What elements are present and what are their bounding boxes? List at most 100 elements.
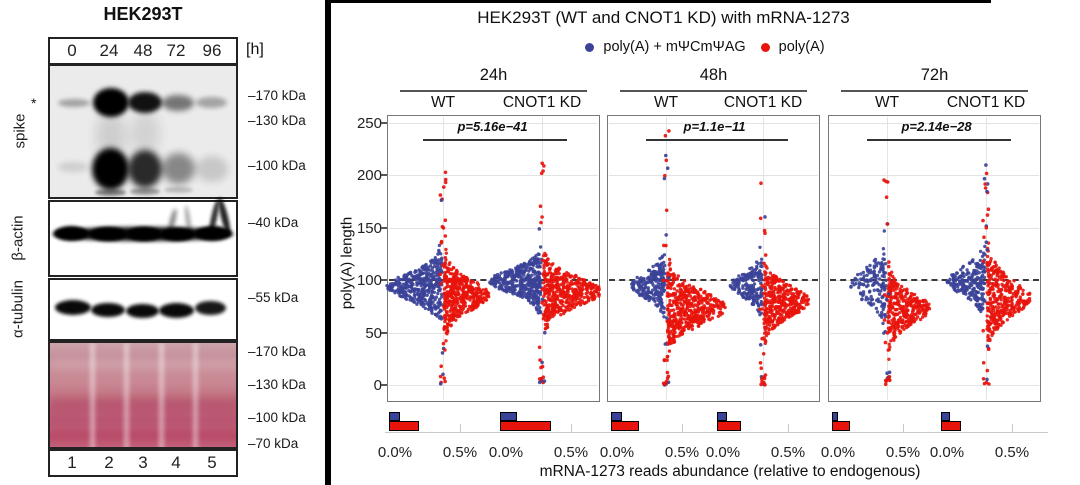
bar-tick-label-0: 0.0% bbox=[377, 444, 413, 461]
y-tick-mark bbox=[381, 331, 387, 334]
kda-marker: –130 kDa bbox=[248, 377, 306, 392]
v-gridline bbox=[986, 117, 987, 400]
ponceau-lane-streak bbox=[90, 343, 95, 447]
kda-marker: –170 kDa bbox=[248, 88, 306, 103]
bar-tick-label-0: 0.0% bbox=[488, 444, 524, 461]
bar-tick-label-05: 0.5% bbox=[770, 444, 806, 461]
group-label-wt: WT bbox=[874, 94, 900, 111]
blot-band bbox=[95, 189, 126, 196]
lane-number-box bbox=[48, 449, 238, 477]
blot-band bbox=[127, 227, 161, 241]
kda-marker: –170 kDa bbox=[248, 344, 306, 359]
abundance-bar-red bbox=[611, 421, 640, 431]
time-label: 72 bbox=[166, 41, 186, 60]
lane-number: 3 bbox=[138, 453, 148, 472]
h-gridline bbox=[830, 332, 1039, 334]
timepoint-header: 48h bbox=[699, 66, 728, 84]
blot-band bbox=[93, 88, 129, 117]
abundance-bar-blue bbox=[941, 412, 950, 421]
h-gridline bbox=[389, 332, 598, 334]
blot-band bbox=[195, 226, 231, 241]
lane-number: 1 bbox=[67, 453, 77, 472]
kda-marker: –70 kDa bbox=[248, 436, 299, 451]
bar-tick-label-05: 0.5% bbox=[553, 444, 589, 461]
group-label-kd: CNOT1 KD bbox=[946, 94, 1026, 111]
blot-band bbox=[128, 92, 162, 113]
chart-title: HEK293T (WT and CNOT1 KD) with mRNA-1273 bbox=[477, 8, 850, 27]
time-label: 24 bbox=[99, 41, 119, 60]
bar-tick-label-05: 0.5% bbox=[994, 444, 1030, 461]
spike-row-label: spike bbox=[11, 113, 29, 149]
bar-axis-tick bbox=[460, 424, 461, 432]
blot-band bbox=[92, 148, 129, 190]
group-label-wt: WT bbox=[430, 94, 456, 111]
blot-band bbox=[90, 227, 126, 241]
h-gridline bbox=[609, 385, 818, 386]
p-value-label: p=5.16e−41 bbox=[457, 119, 528, 134]
blot-band bbox=[58, 162, 88, 172]
v-gridline bbox=[666, 117, 667, 400]
bar-axis-tick bbox=[903, 424, 904, 432]
timepoint-underline bbox=[841, 90, 1028, 92]
blot-band bbox=[195, 301, 226, 315]
h-gridline bbox=[389, 385, 598, 386]
reference-line-100 bbox=[609, 279, 818, 282]
panel-divider bbox=[325, 0, 331, 485]
h-gridline bbox=[830, 385, 1039, 386]
p-value-line bbox=[646, 139, 788, 141]
lane-number: 5 bbox=[207, 453, 217, 472]
p-value-label: p=1.1e−11 bbox=[683, 119, 746, 134]
p-value-line bbox=[867, 139, 1011, 141]
h-gridline bbox=[389, 227, 598, 229]
abundance-bar-red bbox=[717, 421, 742, 431]
ponceau-stain-box bbox=[48, 341, 238, 449]
ponceau-lane-streak bbox=[124, 343, 129, 447]
ponceau-lane-streak bbox=[159, 343, 164, 447]
abundance-bar-blue bbox=[717, 412, 727, 421]
blot-band bbox=[91, 303, 125, 317]
ponceau-band bbox=[50, 397, 236, 411]
blot-title: HEK293T bbox=[103, 4, 183, 24]
ponceau-lane-streak bbox=[193, 343, 198, 447]
group-label-wt: WT bbox=[653, 94, 679, 111]
blot-band bbox=[159, 303, 194, 318]
legend-label-polya: poly(A) bbox=[778, 39, 825, 55]
blot-band bbox=[196, 97, 227, 108]
bar-tick-label-05: 0.5% bbox=[885, 444, 921, 461]
abundance-bar-red bbox=[941, 421, 961, 431]
bar-axis-tick bbox=[682, 424, 683, 432]
kda-marker: –100 kDa bbox=[248, 410, 306, 425]
lane-number: 4 bbox=[171, 453, 181, 472]
blot-band bbox=[58, 99, 90, 107]
bar-tick-label-0: 0.0% bbox=[705, 444, 741, 461]
blot-band bbox=[164, 187, 193, 193]
v-gridline bbox=[443, 117, 444, 400]
h-gridline bbox=[609, 227, 818, 229]
timepoint-underline bbox=[400, 90, 587, 92]
ponceau-band bbox=[50, 360, 236, 368]
abundance-bar-blue bbox=[389, 412, 401, 421]
abundance-bar-blue bbox=[611, 412, 623, 421]
kda-marker: –40 kDa bbox=[248, 215, 299, 230]
abundance-bar-red bbox=[832, 421, 851, 431]
h-gridline bbox=[389, 123, 598, 124]
y-tick-mark bbox=[381, 384, 387, 386]
bar-axis-tick bbox=[571, 424, 572, 432]
blot-band bbox=[130, 112, 160, 155]
y-tick-label: 0 bbox=[373, 377, 382, 394]
kda-marker: –130 kDa bbox=[248, 113, 306, 128]
y-tick-mark bbox=[381, 279, 387, 282]
bar-axis-tick bbox=[1012, 424, 1013, 432]
group-label-kd: CNOT1 KD bbox=[723, 94, 803, 111]
legend-dot-polya bbox=[760, 42, 770, 52]
bar-tick-label-05: 0.5% bbox=[664, 444, 700, 461]
bar-tick-label-05: 0.5% bbox=[442, 444, 478, 461]
bar-tick-label-0: 0.0% bbox=[929, 444, 965, 461]
spike-asterisk: * bbox=[31, 95, 37, 111]
timepoint-underline bbox=[620, 90, 807, 92]
abundance-bar-blue bbox=[500, 412, 518, 421]
y-tick-mark bbox=[381, 226, 387, 229]
bar-axis-line bbox=[385, 432, 1048, 433]
timepoint-header: 24h bbox=[479, 66, 508, 84]
